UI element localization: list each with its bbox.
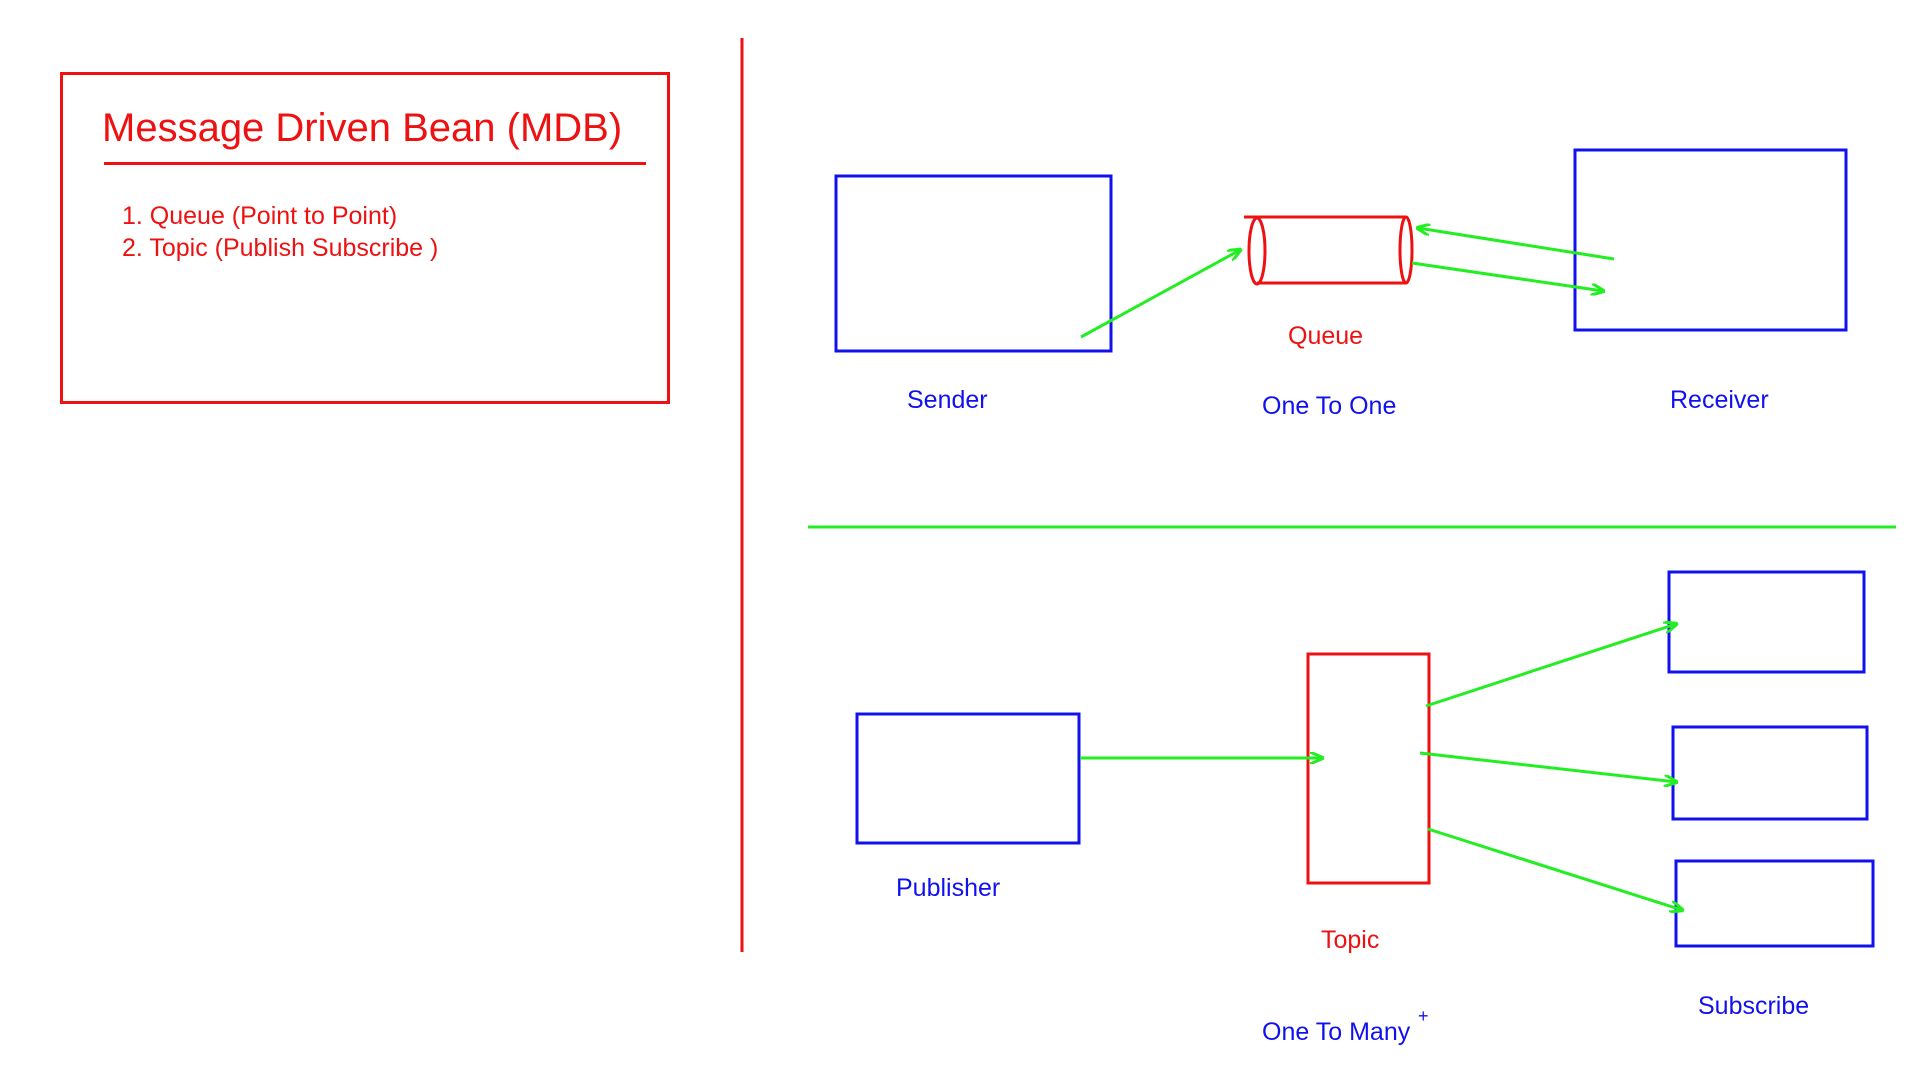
mdb-title-underline [104,162,646,165]
queue-cylinder [1244,215,1414,286]
subscriber-label: Subscribe [1698,992,1810,1020]
queue-label: Queue [1288,322,1364,350]
one-to-many-plus-mark: + [1418,1006,1429,1026]
mdb-info-box [60,72,670,404]
subscriber-box-3 [1674,859,1875,948]
sender-to-queue-arrow [1080,250,1240,339]
receiver-to-queue-arrow [1418,228,1615,261]
mdb-type-item-topic: 2. Topic (Publish Subscribe ) [122,234,439,262]
topic-to-subscriber-1-arrow [1425,624,1676,708]
publisher-label: Publisher [896,874,1001,902]
topic-label: Topic [1321,926,1380,954]
subscriber-box-2 [1671,725,1869,821]
receiver-box [1573,148,1848,332]
topic-box [1306,652,1431,885]
one-to-one-label: One To One [1262,392,1397,420]
publisher-box [855,712,1081,845]
mdb-title: Message Driven Bean (MDB) [102,106,623,150]
sender-label: Sender [907,386,988,414]
mdb-type-item-queue: 1. Queue (Point to Point) [122,202,398,230]
queue-to-receiver-arrow [1411,261,1603,291]
sender-box [834,174,1113,353]
one-to-many-label: One To Many [1262,1018,1411,1046]
topic-to-subscriber-2-arrow [1419,751,1676,782]
topic-to-subscriber-3-arrow [1427,827,1682,910]
receiver-label: Receiver [1670,386,1769,414]
mdb-type-list: 1. Queue (Point to Point) 2. Topic (Publ… [122,200,438,264]
subscriber-box-1 [1667,570,1866,674]
